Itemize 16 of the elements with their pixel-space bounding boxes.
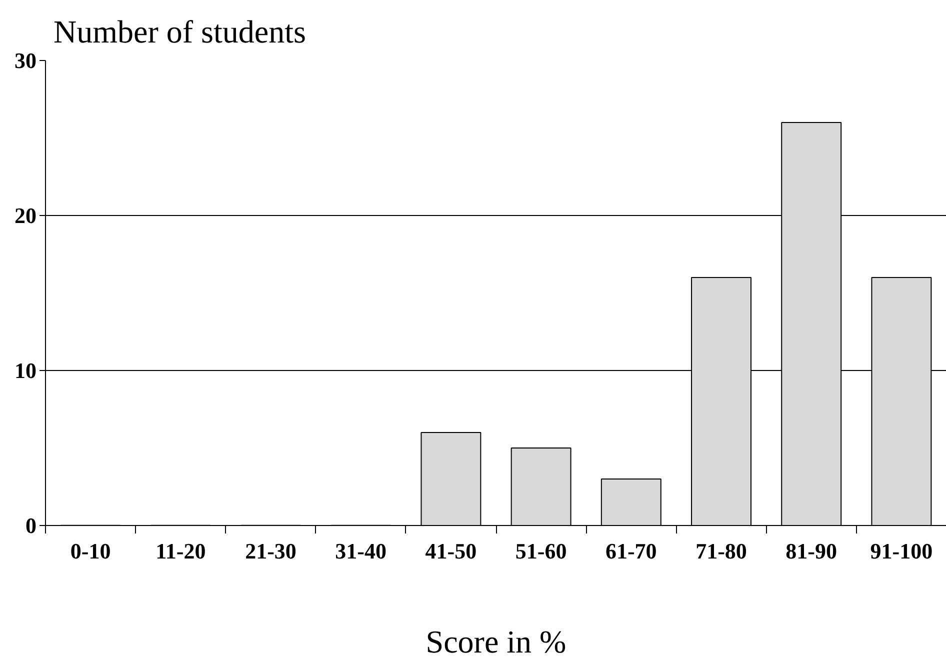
x-tick-label: 81-90	[786, 538, 838, 564]
y-axis-title: Number of students	[54, 14, 306, 50]
y-tick-label: 30	[14, 48, 36, 73]
x-tick-label: 61-70	[605, 538, 657, 564]
x-tick-label: 71-80	[696, 538, 747, 564]
x-axis-title: Score in %	[426, 624, 566, 660]
x-tick-label: 31-40	[335, 538, 387, 564]
y-tick-label: 0	[26, 513, 36, 538]
x-tick-label: 91-100	[870, 538, 933, 564]
y-tick-label: 10	[14, 358, 36, 383]
x-tick-label: 41-50	[425, 538, 477, 564]
x-tick-label: 11-20	[156, 538, 206, 564]
y-tick-label: 20	[14, 203, 36, 228]
x-tick-label: 0-10	[70, 538, 111, 564]
x-tick-label: 21-30	[245, 538, 296, 564]
x-tick-label: 51-60	[515, 538, 567, 564]
